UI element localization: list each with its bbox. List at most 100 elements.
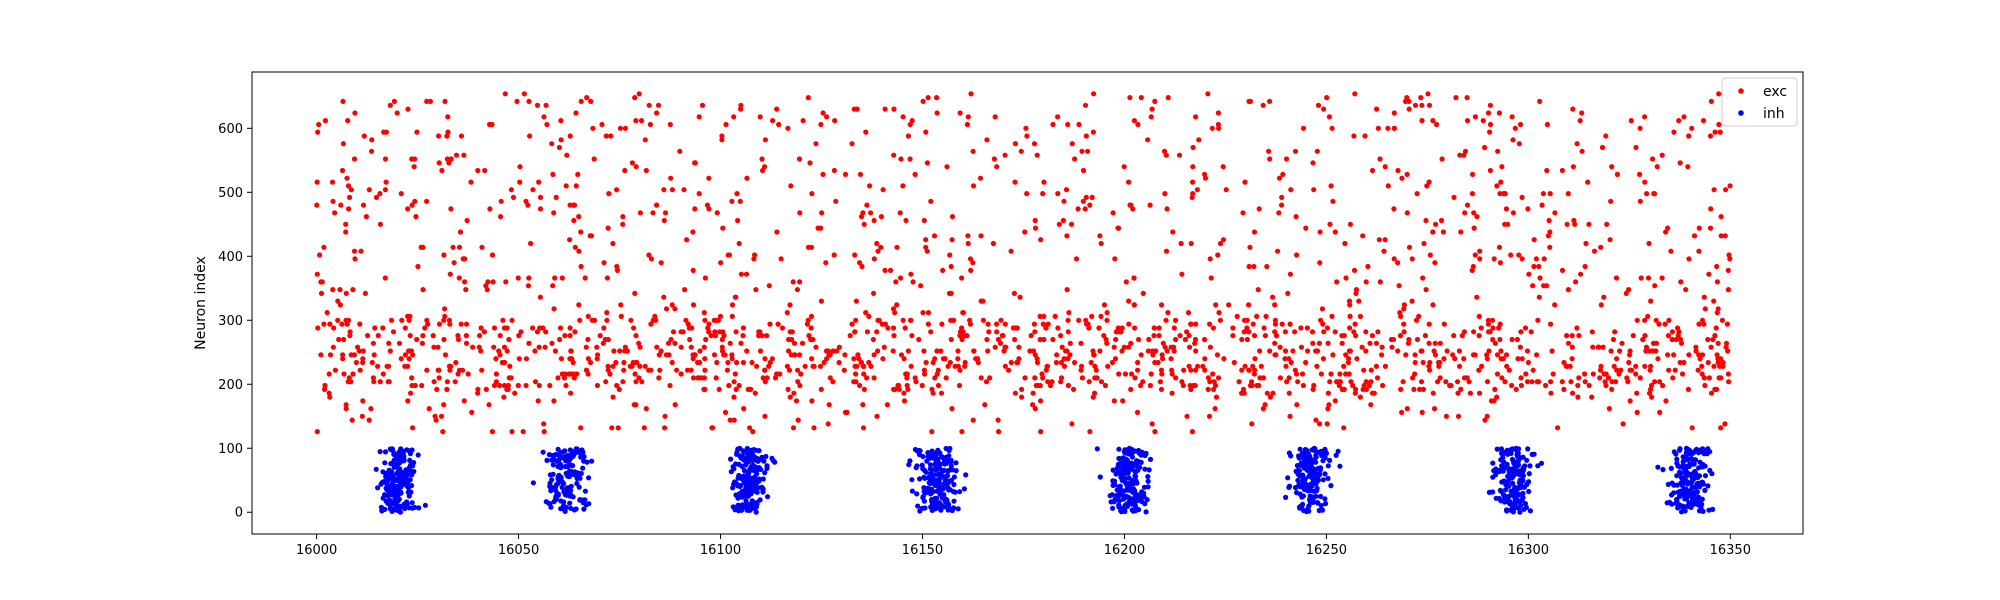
exc-spike-point (360, 356, 366, 362)
inh-spike-point (754, 489, 760, 495)
exc-spike-point (1555, 425, 1561, 431)
exc-spike-point (940, 267, 946, 273)
exc-spike-point (830, 348, 836, 354)
exc-spike-point (341, 336, 347, 343)
exc-spike-point (1689, 425, 1695, 431)
exc-spike-point (1461, 375, 1468, 381)
exc-spike-point (1613, 379, 1619, 385)
exc-spike-point (380, 371, 386, 377)
exc-spike-point (373, 194, 380, 200)
exc-spike-point (1027, 348, 1033, 354)
exc-spike-point (413, 214, 419, 220)
exc-spike-point (648, 256, 655, 262)
exc-spike-point (702, 386, 708, 392)
inh-spike-point (1505, 473, 1511, 479)
exc-spike-point (823, 260, 829, 266)
inh-spike-point (397, 483, 403, 490)
exc-spike-point (929, 429, 935, 435)
exc-spike-point (785, 125, 791, 131)
inh-spike-point (395, 505, 401, 512)
exc-spike-point (662, 413, 668, 419)
exc-spike-point (928, 329, 934, 335)
inh-spike-point (951, 474, 958, 480)
exc-spike-point (541, 114, 547, 120)
exc-spike-point (352, 110, 358, 116)
inh-spike-point (1674, 456, 1680, 462)
exc-spike-point (1145, 137, 1151, 143)
exc-spike-point (1058, 359, 1064, 366)
exc-spike-point (1202, 175, 1209, 181)
exc-spike-point (902, 325, 908, 331)
exc-spike-point (1440, 229, 1446, 235)
exc-spike-point (1150, 352, 1156, 358)
exc-spike-point (860, 425, 867, 431)
exc-spike-point (1202, 367, 1208, 373)
exc-spike-point (603, 133, 609, 139)
exc-spike-point (502, 359, 508, 366)
exc-spike-point (808, 244, 815, 250)
exc-spike-point (1123, 279, 1129, 285)
inh-spike-point (1675, 505, 1681, 511)
exc-spike-point (1275, 248, 1281, 254)
exc-spike-point (1518, 382, 1524, 389)
exc-spike-point (592, 317, 598, 323)
inh-spike-point (549, 457, 555, 463)
exc-spike-point (825, 421, 831, 427)
exc-spike-point (1264, 263, 1270, 270)
exc-spike-point (1303, 359, 1309, 366)
inh-spike-point (1679, 475, 1685, 481)
exc-spike-point (1452, 356, 1458, 362)
exc-spike-point (1078, 367, 1084, 373)
inh-spike-point (1693, 457, 1699, 463)
exc-spike-point (818, 121, 824, 128)
exc-spike-point (947, 252, 953, 258)
exc-spike-point (1380, 382, 1386, 389)
inh-spike-point (573, 506, 579, 512)
inh-spike-point (1123, 461, 1129, 467)
inh-spike-point (1504, 465, 1511, 471)
inh-spike-point (916, 447, 922, 454)
exc-spike-point (1032, 406, 1038, 412)
exc-spike-point (1633, 363, 1639, 369)
inh-spike-point (544, 457, 550, 463)
exc-spike-point (983, 379, 990, 385)
exc-spike-point (1536, 379, 1542, 385)
exc-spike-point (777, 371, 783, 377)
exc-spike-point (1714, 310, 1720, 316)
exc-spike-point (1464, 202, 1471, 208)
inh-spike-point (575, 470, 581, 476)
exc-spike-point (1642, 179, 1648, 185)
exc-spike-point (1423, 287, 1429, 293)
exc-spike-point (1292, 329, 1298, 335)
exc-spike-point (1598, 302, 1604, 308)
exc-spike-point (836, 344, 843, 350)
exc-spike-point (564, 152, 570, 158)
exc-spike-point (360, 398, 366, 404)
exc-spike-point (1547, 191, 1553, 197)
exc-spike-point (633, 164, 639, 170)
exc-spike-point (1038, 398, 1044, 404)
inh-spike-point (734, 451, 740, 457)
exc-spike-point (1634, 317, 1640, 323)
inh-spike-point (934, 488, 940, 494)
exc-spike-point (652, 313, 658, 319)
exc-spike-point (795, 417, 801, 423)
exc-spike-point (851, 106, 857, 112)
exc-spike-point (1032, 225, 1039, 231)
inh-spike-point (1523, 504, 1529, 511)
inh-spike-point (1302, 484, 1308, 490)
exc-spike-point (1671, 352, 1677, 358)
exc-spike-point (1279, 321, 1285, 327)
exc-spike-point (1226, 302, 1232, 308)
inh-spike-point (1686, 463, 1692, 470)
exc-spike-point (321, 321, 327, 327)
inh-spike-point (948, 477, 955, 483)
exc-spike-point (453, 152, 460, 158)
exc-spike-point (1447, 382, 1453, 389)
exc-spike-point (769, 356, 776, 362)
exc-spike-point (1262, 333, 1268, 339)
exc-spike-point (1347, 348, 1353, 354)
exc-spike-point (1267, 394, 1273, 400)
exc-spike-point (1216, 125, 1222, 131)
inh-spike-point (728, 456, 734, 462)
